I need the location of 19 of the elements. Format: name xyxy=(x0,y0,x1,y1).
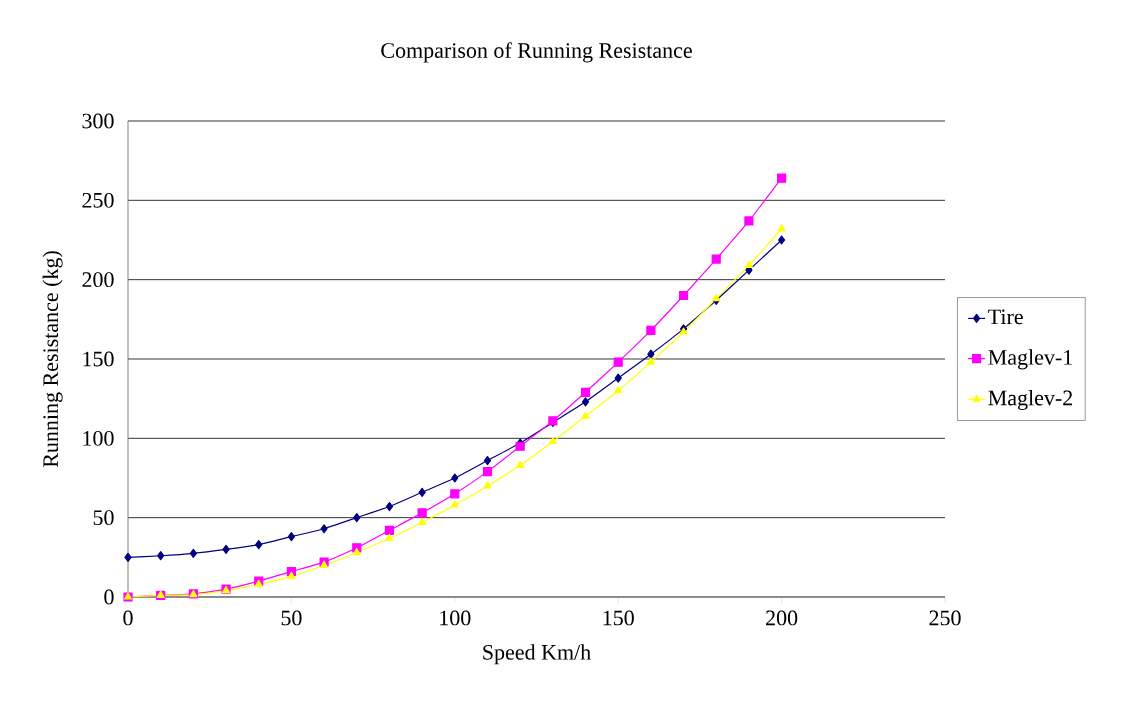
y-tick-label: 50 xyxy=(93,510,114,526)
y-tick-label: 200 xyxy=(82,272,114,288)
x-tick-label: 50 xyxy=(281,610,302,626)
y-tick-label: 100 xyxy=(83,430,114,446)
legend-label: Tire xyxy=(988,309,1023,325)
y-axis-title: Running Resistance (kg) xyxy=(42,251,63,468)
legend-label: Maglev-1 xyxy=(988,349,1072,370)
y-tick-label: 150 xyxy=(83,351,114,367)
x-tick-label: 100 xyxy=(440,610,471,626)
y-tick-label: 0 xyxy=(104,589,114,605)
x-axis-title: Speed Km/h xyxy=(483,644,591,665)
x-tick-label: 250 xyxy=(929,610,961,626)
y-tick-label: 300 xyxy=(82,113,114,129)
chart-title: Comparison of Running Resistance xyxy=(381,42,692,63)
x-tick-label: 200 xyxy=(766,610,798,626)
x-tick-label: 150 xyxy=(603,610,634,626)
y-tick-label: 250 xyxy=(82,192,114,208)
legend-label: Maglev-2 xyxy=(988,389,1073,410)
x-tick-label: 0 xyxy=(123,610,133,626)
